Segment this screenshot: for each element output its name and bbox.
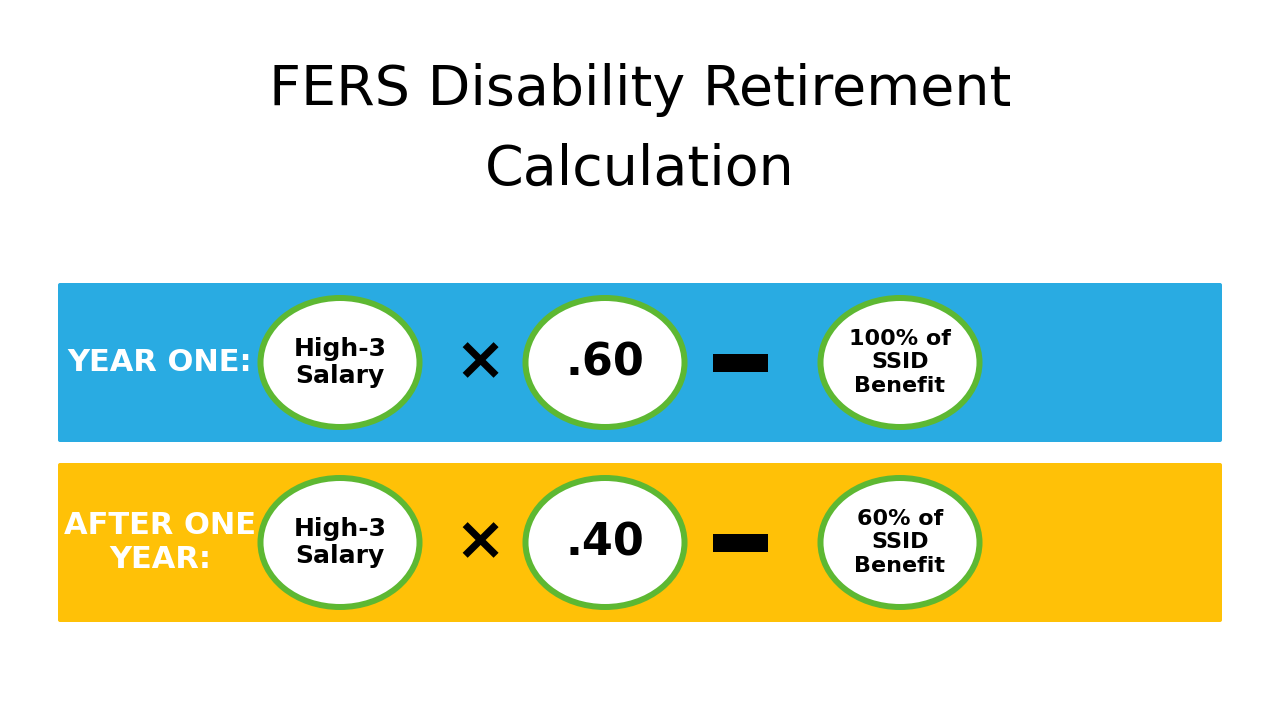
Ellipse shape [264, 301, 416, 424]
Ellipse shape [823, 301, 977, 424]
Ellipse shape [257, 475, 422, 610]
Ellipse shape [529, 301, 681, 424]
Text: FERS Disability Retirement
Calculation: FERS Disability Retirement Calculation [269, 63, 1011, 197]
Text: ×: × [454, 513, 506, 572]
FancyBboxPatch shape [58, 283, 1222, 442]
Text: AFTER ONE
YEAR:: AFTER ONE YEAR: [64, 511, 256, 574]
Ellipse shape [257, 295, 422, 430]
FancyBboxPatch shape [58, 463, 1222, 622]
Text: .60: .60 [566, 341, 644, 384]
Text: 60% of
SSID
Benefit: 60% of SSID Benefit [855, 509, 946, 576]
Ellipse shape [818, 475, 983, 610]
Text: .40: .40 [566, 521, 644, 564]
Ellipse shape [264, 481, 416, 604]
Text: ×: × [454, 333, 506, 392]
Text: YEAR ONE:: YEAR ONE: [68, 348, 252, 377]
Text: High-3
Salary: High-3 Salary [293, 337, 387, 388]
Ellipse shape [529, 481, 681, 604]
Ellipse shape [522, 475, 687, 610]
Bar [713, 354, 768, 372]
Ellipse shape [823, 481, 977, 604]
Text: High-3
Salary: High-3 Salary [293, 517, 387, 568]
Ellipse shape [522, 295, 687, 430]
Ellipse shape [818, 295, 983, 430]
Text: 100% of
SSID
Benefit: 100% of SSID Benefit [849, 329, 951, 396]
Bar [713, 534, 768, 552]
